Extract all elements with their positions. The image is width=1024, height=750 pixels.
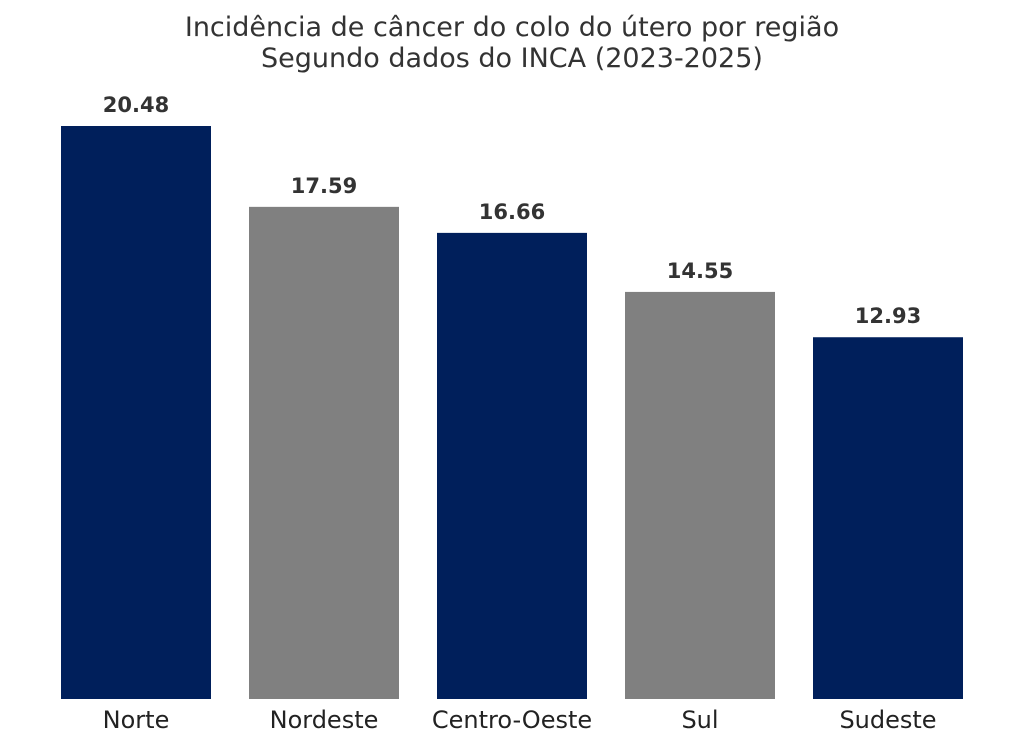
x-tick-label-norte: Norte bbox=[103, 706, 170, 734]
bar-centro-oeste bbox=[437, 232, 587, 699]
bar-norte bbox=[61, 126, 211, 699]
x-tick-label-nordeste: Nordeste bbox=[270, 706, 379, 734]
x-tick-label-sul: Sul bbox=[681, 706, 718, 734]
x-tick-label-centro-oeste: Centro-Oeste bbox=[432, 706, 592, 734]
value-label-nordeste: 17.59 bbox=[291, 174, 357, 198]
value-label-norte: 20.48 bbox=[103, 93, 169, 117]
value-label-centro-oeste: 16.66 bbox=[479, 200, 545, 224]
value-label-sul: 14.55 bbox=[667, 259, 733, 283]
x-tick-label-sudeste: Sudeste bbox=[839, 706, 936, 734]
chart-title-block: Incidência de câncer do colo do útero po… bbox=[0, 12, 1024, 74]
bar-nordeste bbox=[249, 206, 399, 699]
bar-sudeste bbox=[813, 337, 963, 699]
chart-subtitle: Segundo dados do INCA (2023-2025) bbox=[261, 43, 763, 74]
bar-sul bbox=[625, 291, 775, 699]
chart-title: Incidência de câncer do colo do útero po… bbox=[184, 12, 840, 43]
value-label-sudeste: 12.93 bbox=[855, 304, 921, 328]
